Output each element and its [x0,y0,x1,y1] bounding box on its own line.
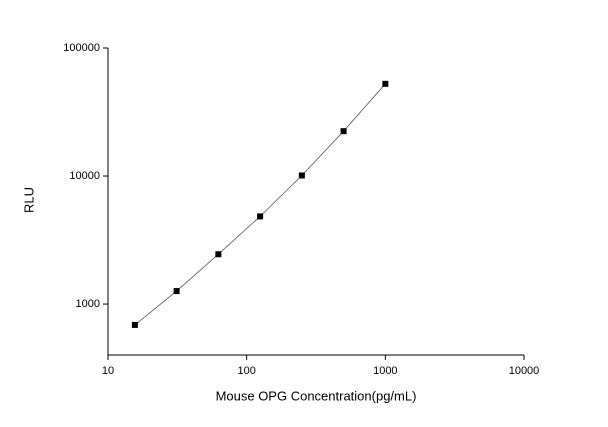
point [131,321,138,328]
point [382,80,389,87]
point [340,128,347,135]
point [173,288,180,295]
x-tick-label: 1000 [373,365,397,377]
y-tick-label: 100000 [63,42,100,54]
point [257,213,264,220]
x-tick-label: 100 [237,365,255,377]
y-axis-label: RLU [21,187,36,213]
fit-line [134,83,386,326]
x-tick-label: 10000 [509,365,540,377]
x-tick-label: 10 [102,365,114,377]
x-axis-label: Mouse OPG Concentration(pg/mL) [216,388,417,403]
y-tick-label: 10000 [69,170,100,182]
y-tick-label: 1000 [76,298,100,310]
point [298,172,305,179]
point [215,251,222,258]
